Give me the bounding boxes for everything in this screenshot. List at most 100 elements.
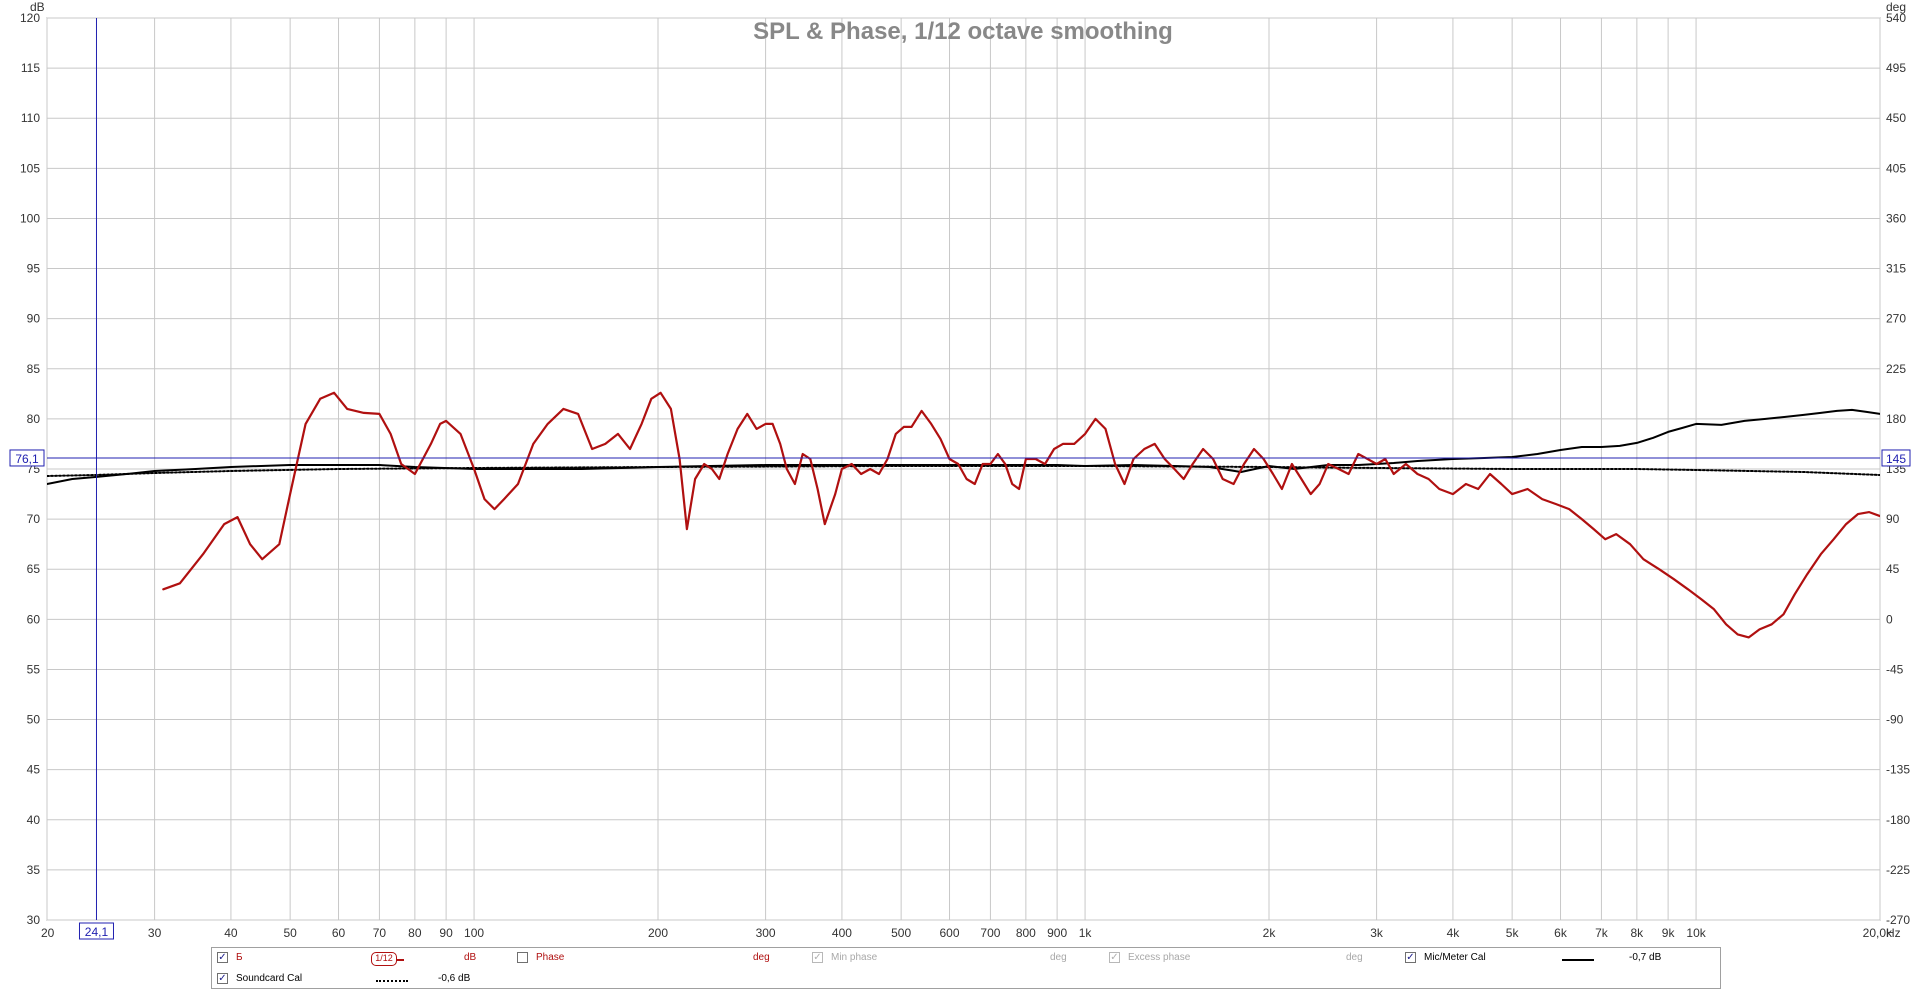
x-tick-label: 60	[332, 926, 346, 940]
y-right-tick-label: -225	[1886, 863, 1910, 877]
y-right-tick-label: 360	[1886, 211, 1906, 225]
x-tick-label: 2k	[1263, 926, 1277, 940]
x-tick-label: 90	[439, 926, 453, 940]
cursor-y-readout: 76,1	[9, 449, 45, 467]
x-tick-label: 1k	[1079, 926, 1093, 940]
y-right-tick-label: 270	[1886, 312, 1906, 326]
x-tick-label: 4k	[1447, 926, 1461, 940]
y-grid	[47, 17, 1880, 921]
series-line-b	[162, 391, 1880, 639]
y-tick-label: 115	[21, 61, 40, 75]
x-tick-label: 500	[891, 926, 911, 940]
x-tick-label: 80	[408, 926, 422, 940]
x-tick-label: 6k	[1554, 926, 1568, 940]
y-tick-label: 65	[27, 562, 41, 576]
cursor-layer[interactable]: 24,1 76,1 145	[9, 18, 1911, 940]
min-phase-checkbox[interactable]: ✓	[812, 952, 823, 963]
y-tick-label: 100	[20, 211, 40, 225]
y-right-tick-label: 0	[1886, 612, 1893, 626]
cursor-x-readout: 24,1	[78, 922, 114, 940]
x-tick-label: 9k	[1662, 926, 1676, 940]
x-tick-label: 7k	[1595, 926, 1609, 940]
y-right-tick-label: 90	[1886, 512, 1900, 526]
soundcard-cal-line-swatch	[376, 980, 408, 982]
x-tick-label: 400	[832, 926, 852, 940]
x-tick-label: 100	[464, 926, 484, 940]
x-tick-label: 8k	[1631, 926, 1645, 940]
y-tick-label: 85	[27, 362, 41, 376]
y-tick-label: 55	[27, 662, 41, 676]
phase-checkbox[interactable]	[517, 952, 528, 963]
y-unit-right: deg	[1886, 0, 1906, 14]
soundcard-cal-label: Soundcard Cal	[236, 973, 303, 984]
y-tick-label: 40	[27, 813, 41, 827]
legend-panel: ✓ Б 1/12 dB Phase deg ✓ Min phase deg ✓ …	[211, 947, 1721, 989]
phase-unit: deg	[753, 952, 770, 963]
legend-row-2: ✓ Soundcard Cal -0,6 dB	[212, 970, 1720, 990]
svg-text:145: 145	[1886, 452, 1906, 466]
y-tick-label: 90	[27, 312, 41, 326]
x-tick-label: 600	[940, 926, 960, 940]
y-tick-label: 35	[27, 863, 41, 877]
y-tick-labels: 3035404550556065707580859095100105110115…	[20, 11, 40, 927]
x-unit: Hz	[1886, 926, 1901, 940]
y-right-tick-labels: -270-225-180-135-90-45045901351802252703…	[1886, 11, 1910, 927]
b-smoothing-badge[interactable]: 1/12	[371, 952, 397, 966]
y-right-tick-label: -45	[1886, 662, 1904, 676]
y-right-tick-label: 45	[1886, 562, 1900, 576]
y-right-tick-label: -90	[1886, 713, 1904, 727]
y-right-tick-label: 450	[1886, 111, 1906, 125]
x-tick-label: 5k	[1506, 926, 1520, 940]
y-tick-label: 70	[27, 512, 41, 526]
y-right-tick-label: 540	[1886, 11, 1906, 25]
min-phase-unit: deg	[1050, 952, 1067, 963]
legend-row-1: ✓ Б 1/12 dB Phase deg ✓ Min phase deg ✓ …	[212, 949, 1720, 969]
y-unit-left: dB	[30, 0, 45, 14]
series-layer	[47, 391, 1880, 639]
y-right-tick-label: 225	[1886, 362, 1906, 376]
x-tick-label: 20	[41, 926, 55, 940]
excess-phase-label: Excess phase	[1128, 952, 1191, 963]
series-line-mic-meter-cal	[47, 408, 1880, 485]
y-right-tick-label: 315	[1886, 262, 1906, 276]
mic-cal-checkbox[interactable]: ✓	[1405, 952, 1416, 963]
x-tick-label: 300	[756, 926, 776, 940]
x-tick-label: 900	[1047, 926, 1067, 940]
chart-title: SPL & Phase, 1/12 octave smoothing	[753, 18, 1173, 45]
mic-cal-offset: -0,7 dB	[1629, 952, 1662, 963]
y-tick-label: 45	[27, 763, 41, 777]
x-tick-label: 40	[224, 926, 238, 940]
y-right-tick-label: 405	[1886, 161, 1906, 175]
y-right-tick-label: -270	[1886, 913, 1910, 927]
x-tick-label: 30	[148, 926, 162, 940]
excess-phase-unit: deg	[1346, 952, 1363, 963]
spl-phase-chart[interactable]: 20 30 40 50 60 70 80 90 100 200 300 400 500 600 700 800…	[0, 0, 1920, 946]
y-tick-label: 60	[27, 612, 41, 626]
soundcard-cal-offset: -0,6 dB	[438, 973, 471, 984]
excess-phase-checkbox[interactable]: ✓	[1109, 952, 1120, 963]
y-tick-label: 110	[21, 111, 40, 125]
y-tick-label: 30	[27, 913, 41, 927]
b-unit: dB	[464, 952, 477, 963]
x-tick-label: 3k	[1370, 926, 1384, 940]
y-right-tick-label: 495	[1886, 61, 1906, 75]
x-tick-label: 10k	[1686, 926, 1706, 940]
x-tick-label: 800	[1016, 926, 1036, 940]
x-tick-labels: 20 30 40 50 60 70 80 90 100 200 300 400 500 600 700 800…	[41, 926, 1893, 940]
y-tick-label: 50	[27, 713, 41, 727]
y-tick-label: 80	[27, 412, 41, 426]
b-label: Б	[236, 952, 243, 963]
y-tick-label: 105	[20, 161, 40, 175]
min-phase-label: Min phase	[831, 952, 878, 963]
x-tick-label: 20,0k	[1863, 926, 1893, 940]
svg-text:24,1: 24,1	[85, 925, 109, 939]
y-right-tick-label: -135	[1886, 763, 1910, 777]
b-checkbox[interactable]: ✓	[217, 952, 228, 963]
x-tick-label: 70	[373, 926, 387, 940]
mic-cal-label: Mic/Meter Cal	[1424, 952, 1486, 963]
x-tick-label: 200	[648, 926, 668, 940]
y-right-tick-label: -180	[1886, 813, 1910, 827]
y-tick-label: 95	[27, 262, 41, 276]
phase-label: Phase	[536, 952, 565, 963]
soundcard-cal-checkbox[interactable]: ✓	[217, 973, 228, 984]
